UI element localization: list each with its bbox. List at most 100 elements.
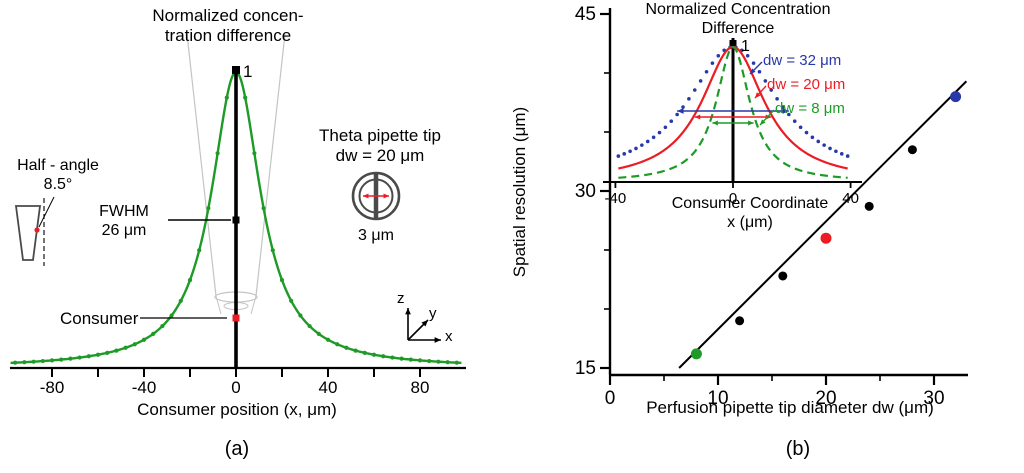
- inset-curve-dot-blue: [763, 79, 768, 83]
- inset-xaxis-label-line1: Consumer Coordinate: [671, 195, 829, 212]
- curve-marker: [390, 355, 395, 360]
- data-point-red: [820, 232, 832, 244]
- curve-marker: [298, 313, 303, 318]
- panel-a-x-tick-label: 80: [411, 378, 430, 397]
- curve-marker: [114, 348, 119, 353]
- inset-title-line1: Normalized Concentration: [645, 1, 831, 18]
- inset-curve-dot-blue: [628, 149, 632, 154]
- inset-curve-dot-blue: [622, 152, 627, 156]
- inset-peak-marker: [729, 40, 737, 47]
- triad-y-arrow: [421, 320, 428, 327]
- inset-curve-dot-blue: [675, 112, 679, 117]
- curve-marker: [335, 342, 340, 347]
- inset-curve-dot-blue: [834, 149, 838, 154]
- consumer-label: Consumer: [60, 309, 139, 328]
- inset-curve-dot-blue: [634, 146, 638, 151]
- inset-curve-dot-blue: [716, 53, 721, 58]
- curve-marker: [224, 95, 229, 100]
- curve-marker: [206, 206, 211, 211]
- curve-marker: [132, 342, 137, 347]
- curve-marker: [344, 345, 349, 350]
- curve-marker: [325, 337, 331, 342]
- septum-size-label: 3 μm: [358, 227, 394, 244]
- inset-xaxis-label-line2: x (μm): [727, 214, 773, 232]
- inset-curve-dot-blue: [663, 125, 668, 130]
- inset-curve-dot-blue: [710, 61, 715, 65]
- legend-dw-20: dw = 20 μm: [767, 76, 846, 93]
- inset-curve-dot-blue: [775, 97, 779, 101]
- half-angle-dot: [34, 227, 40, 233]
- curve-marker: [31, 359, 36, 364]
- curve-marker: [77, 355, 82, 360]
- inset-curve-dot-blue: [816, 139, 821, 144]
- inset-curve-dot-blue: [698, 79, 703, 83]
- curve-marker: [123, 345, 128, 350]
- septum-width-arrow: [383, 193, 389, 199]
- curve-marker: [86, 354, 91, 359]
- curve-marker: [40, 358, 45, 364]
- legend-leader-green: [760, 119, 766, 125]
- theta-pipette-label-line2: dw = 20 μm: [335, 146, 425, 166]
- curve-marker: [151, 331, 156, 336]
- triad-z-arrow: [405, 308, 411, 315]
- panel-a-title-line1: Normalized concen-: [152, 6, 304, 25]
- curve-marker: [215, 151, 220, 156]
- pipette-outline-left: [186, 33, 217, 297]
- panel-b-x-tick-label: 10: [707, 388, 728, 409]
- inset-curve-dot-blue: [787, 112, 791, 117]
- curve-marker: [160, 323, 165, 329]
- inset-curve-dot-blue: [745, 53, 750, 58]
- legend-dw-32: dw = 32 μm: [763, 52, 842, 69]
- inset-curve-dot-blue: [828, 146, 832, 151]
- curve-marker: [289, 298, 294, 303]
- inset-fwhm-arrow-red: [694, 114, 701, 120]
- inset-fwhm-arrow-blue: [677, 108, 684, 114]
- inset-curve-dot-blue: [687, 97, 691, 101]
- curve-marker: [362, 350, 367, 355]
- fit-line: [678, 80, 968, 369]
- curve-marker: [105, 350, 110, 355]
- curve-marker: [307, 323, 312, 329]
- panel-b-y-tick-label: 30: [575, 181, 596, 202]
- triad-x-label: x: [445, 328, 453, 345]
- inset-title-line2: Difference: [701, 20, 775, 38]
- inset-curve-dot-blue: [792, 119, 797, 124]
- panel-a-plot: -80 -40 0 40 80: [10, 33, 466, 397]
- data-point-green: [690, 348, 702, 360]
- curve-marker: [353, 348, 358, 353]
- inset-curve-dot-blue: [651, 135, 656, 140]
- curve-marker: [22, 360, 27, 365]
- curve-marker: [408, 357, 413, 362]
- curve-marker: [371, 352, 377, 357]
- half-angle-label: Half - angle 8.5°: [6, 156, 110, 194]
- legend-dw-8: dw = 8 μm: [775, 100, 845, 117]
- inset-curve-dot-blue: [645, 139, 650, 144]
- half-angle-pipette-icon: [14, 205, 42, 261]
- data-point-black: [778, 271, 788, 281]
- triad-x-arrow: [434, 337, 441, 343]
- panel-a-x-tick-label: 40: [319, 378, 338, 397]
- fwhm-label-line1: FWHM: [99, 203, 149, 220]
- curve-marker: [169, 313, 174, 318]
- curve-marker: [68, 356, 73, 361]
- inset-curve-dot-blue: [839, 152, 844, 156]
- panel-a-caption: (a): [224, 438, 250, 460]
- panel-a-x-tick-label: -40: [132, 378, 157, 397]
- panel-a-title: Normalized concen- tration difference: [118, 6, 338, 47]
- curve-marker: [445, 360, 450, 365]
- inset-x-tick-label: 0: [729, 190, 737, 207]
- inset-curve-dot-blue: [798, 125, 803, 130]
- panel-b: 15 30 45 0 10 20 30 -40 0 40 Normalized Concentra…: [500, 0, 1024, 473]
- panel-a-x-tick-label: 0: [231, 378, 240, 397]
- panel-a-xaxis-label: Consumer position (x, μm): [137, 400, 337, 419]
- curve-marker: [427, 358, 432, 364]
- pipette-outline-right: [255, 33, 286, 297]
- inset-curve-green: [618, 45, 848, 179]
- inset-title: Normalized Concentration Difference: [593, 0, 883, 38]
- curve-marker: [197, 248, 202, 253]
- curve-marker: [399, 356, 404, 361]
- inset-curve-dot-blue: [769, 88, 774, 92]
- data-point-black: [864, 201, 874, 211]
- triad-y-label: y: [429, 305, 437, 322]
